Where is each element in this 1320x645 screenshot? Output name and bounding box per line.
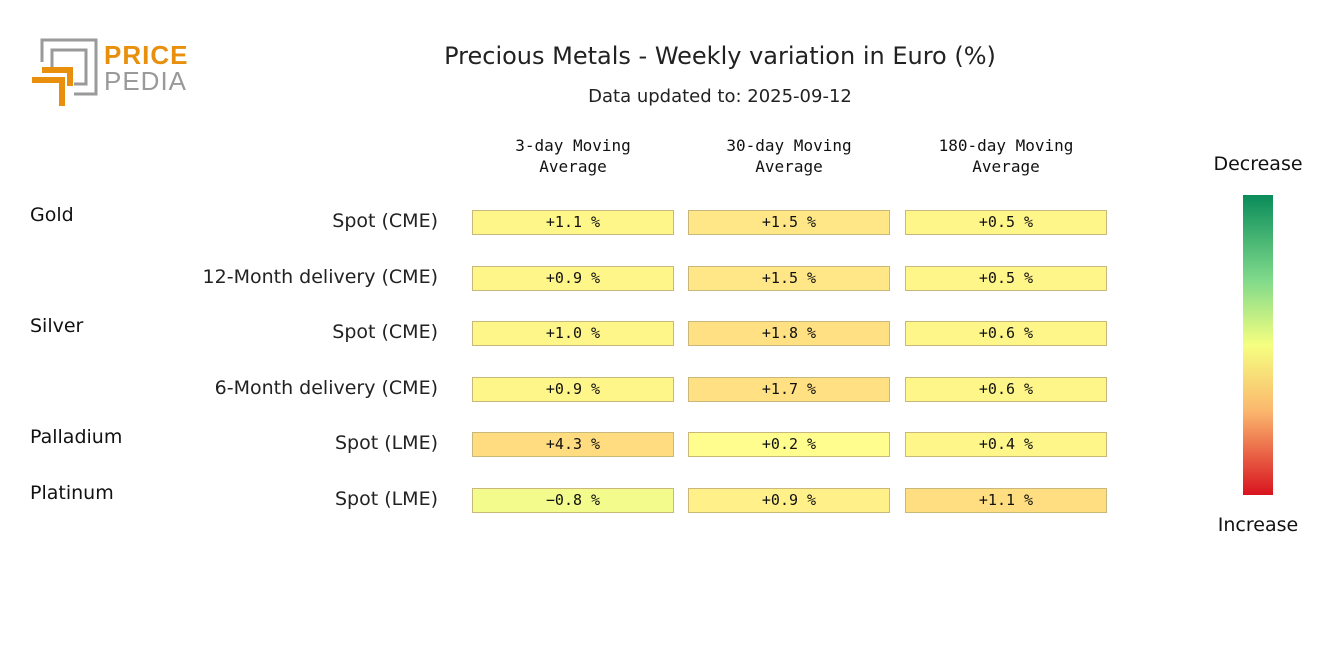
legend-color-scale <box>1243 195 1273 495</box>
heatmap-cell: +0.9 % <box>472 265 674 291</box>
row-label: Spot (LME) <box>334 432 438 454</box>
group-label: Platinum <box>30 481 114 504</box>
heatmap-cell: +0.9 % <box>472 376 674 402</box>
heatmap-cell: +0.5 % <box>905 210 1107 235</box>
row-label: Spot (CME) <box>332 210 438 232</box>
heatmap-cell: +4.3 % <box>472 432 674 457</box>
heatmap-cell: +1.1 % <box>472 210 674 235</box>
chart-subtitle: Data updated to: 2025-09-12 <box>588 86 852 107</box>
legend-decrease-label: Decrease <box>1213 153 1303 175</box>
logo-pedia-text: PEDIA <box>104 66 188 96</box>
heatmap-cell: −0.8 % <box>472 487 674 513</box>
heatmap-cell: +0.6 % <box>905 376 1107 402</box>
heatmap-cell: +1.7 % <box>688 376 890 402</box>
heatmap-cell: +0.2 % <box>688 432 890 457</box>
column-header: 180-day Moving Average <box>938 136 1074 176</box>
row-label: 12-Month delivery (CME) <box>202 265 438 288</box>
column-header: 30-day Moving Average <box>726 136 852 176</box>
row-label: 6-Month delivery (CME) <box>214 376 438 399</box>
logo-mark-icon <box>32 38 98 106</box>
column-header: 3-day Moving Average <box>515 136 631 176</box>
heatmap-cell: +1.0 % <box>472 321 674 346</box>
heatmap-cell: +0.6 % <box>905 321 1107 346</box>
group-label: Gold <box>30 204 74 226</box>
logo-price-text: PRICE <box>104 40 189 70</box>
group-label: Silver <box>30 315 84 337</box>
heatmap-cell: +0.9 % <box>688 487 890 513</box>
heatmap-cell: +0.5 % <box>905 265 1107 291</box>
row-label: Spot (CME) <box>332 321 438 343</box>
row-label: Spot (LME) <box>334 487 438 510</box>
heatmap-cell: +1.1 % <box>905 487 1107 513</box>
heatmap-cell: +1.8 % <box>688 321 890 346</box>
heatmap-cell: +0.4 % <box>905 432 1107 457</box>
heatmap-cell: +1.5 % <box>688 265 890 291</box>
heatmap-cell: +1.5 % <box>688 210 890 235</box>
legend-increase-label: Increase <box>1217 514 1299 536</box>
chart-title: Precious Metals - Weekly variation in Eu… <box>444 42 996 70</box>
pricepedia-logo: PRICE PEDIA <box>30 38 190 110</box>
group-label: Palladium <box>30 426 123 448</box>
